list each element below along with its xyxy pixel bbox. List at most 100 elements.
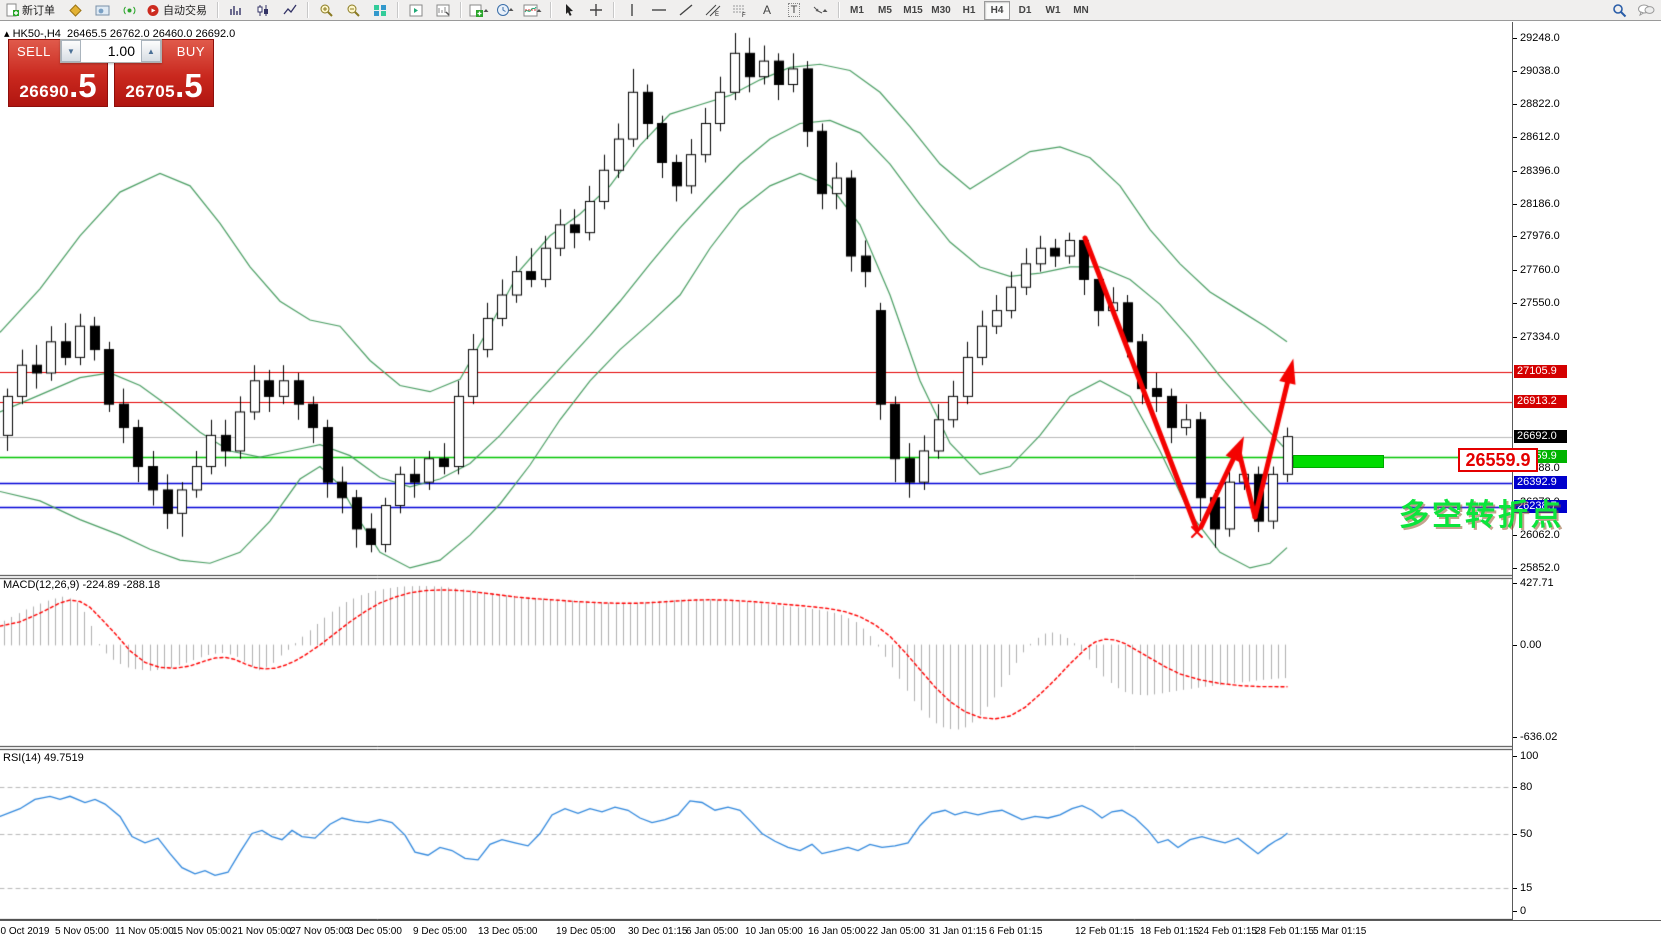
- timeframe-h4-button[interactable]: H4: [984, 0, 1010, 20]
- horizontal-line-button[interactable]: [646, 0, 672, 20]
- fibonacci-button[interactable]: F: [727, 0, 753, 20]
- auto-trading-icon: [147, 4, 159, 16]
- timeframe-h1-button[interactable]: H1: [962, 4, 976, 16]
- axis-tick-mark: [1513, 302, 1517, 304]
- chart-area[interactable]: ▴ HK50-,H4 26465.5 26762.0 26460.0 26692…: [0, 22, 1561, 920]
- timeframe-w1-button[interactable]: W1: [1045, 4, 1061, 16]
- volume-input[interactable]: 1.00: [107, 43, 135, 59]
- strategy-tester-button[interactable]: [403, 0, 429, 20]
- axis-tick-mark: [1513, 756, 1517, 757]
- new-order-button[interactable]: 新订单: [2, 0, 61, 20]
- axis-tick-label: 29038.0: [1520, 64, 1560, 77]
- clock-icon: [497, 4, 514, 16]
- timeframe-mn-button[interactable]: MN: [1073, 4, 1089, 16]
- rsi-value: 49.7519: [43, 752, 84, 764]
- zoom-in-button[interactable]: [313, 0, 339, 20]
- market-watch-button[interactable]: [62, 0, 88, 20]
- period-button[interactable]: [493, 0, 519, 20]
- volume-box: ▼ 1.00 ▲: [60, 39, 162, 63]
- axis-tick-label: 26062.0: [1520, 528, 1560, 541]
- signals-button[interactable]: [116, 0, 142, 20]
- trendline-icon: [679, 4, 693, 16]
- zoom-out-button[interactable]: [340, 0, 366, 20]
- timeframe-m1-button[interactable]: M1: [850, 4, 864, 16]
- time-axis-label: 9 Dec 05:00: [413, 926, 467, 937]
- time-axis[interactable]: 30 Oct 2019 5 Nov 05:00 11 Nov 05:00 15 Nov…: [0, 920, 1661, 941]
- price-chart-canvas[interactable]: [0, 22, 1512, 920]
- new-chart-button[interactable]: [466, 0, 492, 20]
- timeframe-m15-button[interactable]: M15: [903, 4, 923, 16]
- arrows-button[interactable]: [808, 0, 834, 20]
- axis-tick-mark: [1513, 236, 1517, 238]
- tile-windows-button[interactable]: [367, 0, 393, 20]
- axis-tick-mark: [1513, 336, 1517, 338]
- new-order-label: 新订单: [22, 5, 55, 17]
- trendline-button[interactable]: [673, 0, 699, 20]
- time-axis-label: 5 Mar 01:15: [1313, 926, 1367, 937]
- buy-price: 26705.5: [125, 67, 203, 104]
- axis-tick-mark: [1513, 170, 1517, 172]
- svg-text:F: F: [742, 13, 746, 17]
- vertical-line-button[interactable]: [619, 0, 645, 20]
- axis-tick-mark: [1513, 534, 1517, 536]
- axis-tick-mark: [1513, 137, 1517, 139]
- symbol-name: HK50-,H4: [12, 28, 61, 40]
- text-button[interactable]: A: [754, 0, 780, 20]
- timeframe-m5-button[interactable]: M5: [878, 4, 892, 16]
- signal-icon: [123, 6, 135, 14]
- turning-point-annotation[interactable]: 多空转折点: [1399, 499, 1564, 532]
- terminal-icon: [95, 5, 109, 15]
- toolbar-separator: [307, 2, 309, 18]
- timeframe-m30-button[interactable]: M30: [931, 4, 951, 16]
- time-axis-label: 12 Feb 01:15: [1075, 926, 1134, 937]
- candlestick-icon: [257, 4, 268, 16]
- text-label-button[interactable]: T: [781, 0, 807, 20]
- support-zone-rectangle[interactable]: [1293, 455, 1384, 468]
- line-chart-button[interactable]: [277, 0, 303, 20]
- symbol-marker-icon: ▴: [4, 28, 10, 40]
- timeframe-d1-button[interactable]: D1: [1018, 4, 1032, 16]
- time-axis-label: 15 Nov 05:00: [172, 926, 232, 937]
- toolbar-separator: [460, 2, 462, 18]
- template-button[interactable]: [430, 0, 456, 20]
- toolbar: 新订单 自动交易 E F A T: [0, 0, 1661, 21]
- chat-bubble-icon: [1638, 4, 1655, 17]
- toolbar-separator: [838, 2, 840, 18]
- time-axis-label: 11 Nov 05:00: [115, 926, 174, 937]
- terminal-button[interactable]: [89, 0, 115, 20]
- sell-button[interactable]: SELL 26690.5: [8, 39, 108, 107]
- axis-tick-label: 25852.0: [1520, 561, 1560, 574]
- arrows-icon: [813, 6, 828, 13]
- channel-icon: E: [705, 4, 721, 17]
- equidistant-channel-button[interactable]: E: [700, 0, 726, 20]
- axis-tick-label: 80: [1520, 781, 1533, 793]
- candlestick-button[interactable]: [250, 0, 276, 20]
- indicators-button[interactable]: [520, 0, 546, 20]
- time-axis-label: 22 Jan 05:00: [867, 926, 925, 937]
- macd-name: MACD(12,26,9): [3, 579, 80, 591]
- crosshair-button[interactable]: [583, 0, 609, 20]
- price-tag-label: 26392.9: [1514, 476, 1567, 490]
- axis-tick-label: 27334.0: [1520, 330, 1560, 343]
- axis-tick-mark: [1513, 104, 1517, 106]
- chat-button[interactable]: [1633, 0, 1659, 20]
- axis-tick-mark: [1513, 833, 1517, 835]
- volume-up-button[interactable]: ▲: [141, 40, 161, 62]
- cursor-button[interactable]: [556, 0, 582, 20]
- time-axis-label: 10 Jan 05:00: [745, 926, 803, 937]
- price-tag-label: 27105.9: [1514, 365, 1567, 379]
- time-axis-label: 19 Dec 05:00: [556, 926, 616, 937]
- zoom-in-icon: [320, 4, 333, 17]
- volume-down-button[interactable]: ▼: [61, 40, 81, 62]
- bar-chart-button[interactable]: [223, 0, 249, 20]
- axis-tick-mark: [1513, 270, 1517, 272]
- zoom-out-icon: [347, 4, 360, 17]
- price-callout-label[interactable]: 26559.9: [1458, 448, 1538, 472]
- time-axis-label: 5 Nov 05:00: [55, 926, 109, 937]
- time-axis-label: 27 Nov 05:00: [290, 926, 350, 937]
- auto-trading-button[interactable]: 自动交易: [143, 0, 213, 20]
- search-button[interactable]: [1606, 0, 1632, 20]
- line-chart-icon: [283, 4, 297, 14]
- template-icon: [436, 4, 450, 16]
- macd-values: -224.89 -288.18: [82, 579, 161, 591]
